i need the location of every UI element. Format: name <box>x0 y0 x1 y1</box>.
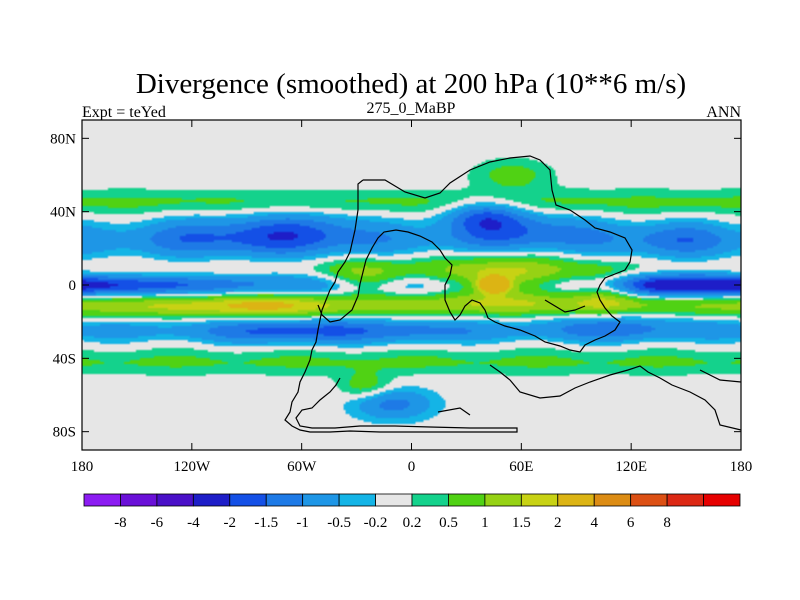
colorbar-label: -4 <box>187 515 200 531</box>
season-label: ANN <box>706 104 741 121</box>
colorbar-swatch <box>338 493 376 507</box>
colorbar-swatch <box>520 493 559 507</box>
latitude-axis: 80N 40N 0 40S 80S <box>50 131 741 441</box>
longitude-tick-label: 120W <box>173 459 211 475</box>
colorbar-swatch <box>375 493 413 507</box>
longitude-axis: 180 120W 60W 0 60E 120E 180 <box>71 120 753 475</box>
colorbar-swatch <box>192 493 231 507</box>
time-label: 275_0_MaBP <box>367 100 456 117</box>
colorbar-label: -0.2 <box>364 515 388 531</box>
divergence-field <box>82 120 741 450</box>
colorbar-swatch <box>666 493 704 507</box>
colorbar-label: 0.2 <box>403 515 422 531</box>
longitude-tick-label: 0 <box>408 459 416 475</box>
colorbar-label: -1.5 <box>254 515 278 531</box>
colorbar-label: -6 <box>151 515 164 531</box>
colorbar-swatch <box>83 493 121 507</box>
colorbar-swatch <box>557 493 595 507</box>
colorbar-swatch <box>411 493 449 507</box>
colorbar-swatch <box>302 493 340 507</box>
colorbar-swatch <box>448 493 486 507</box>
colorbar-label: 6 <box>627 515 635 531</box>
colorbar-label: 2 <box>554 515 562 531</box>
longitude-tick-label: 180 <box>71 459 94 475</box>
colorbar-swatch <box>484 493 522 507</box>
colorbar-label: -2 <box>224 515 237 531</box>
latitude-tick-label: 0 <box>69 278 77 294</box>
colorbar-label: 4 <box>590 515 598 531</box>
map-panel: 180 120W 60W 0 60E 120E 180 80N 40N 0 40S 80S <box>50 119 753 475</box>
colorbar-swatch <box>156 493 194 507</box>
colorbar-swatch <box>593 493 632 507</box>
latitude-tick-label: 80S <box>53 425 76 441</box>
continent-outline <box>284 155 742 433</box>
colorbar-swatch <box>229 493 267 507</box>
colorbar-swatch <box>703 493 741 507</box>
colorbar-label: -1 <box>296 515 309 531</box>
chart-title: Divergence (smoothed) at 200 hPa (10**6 … <box>136 68 686 100</box>
colorbar-label: 1.5 <box>512 515 531 531</box>
colorbar-label: -8 <box>114 515 127 531</box>
colorbar-label: -0.5 <box>327 515 351 531</box>
colorbar: -8 -6 -4 -2 -1.5 -1 -0.5 -0.2 0.2 0.5 1 1.5 2 4 6 8 <box>83 493 741 531</box>
colorbar-label: 1 <box>481 515 489 531</box>
colorbar-label: 0.5 <box>439 515 458 531</box>
latitude-tick-label: 40N <box>50 205 76 221</box>
colorbar-swatch <box>265 493 304 507</box>
colorbar-label: 8 <box>663 515 671 531</box>
colorbar-swatch <box>630 493 668 507</box>
colorbar-swatch <box>120 493 158 507</box>
experiment-label: Expt = teYed <box>82 104 166 121</box>
longitude-tick-label: 120E <box>615 459 647 475</box>
longitude-tick-label: 60E <box>509 459 533 475</box>
longitude-tick-label: 180 <box>730 459 753 475</box>
latitude-tick-label: 40S <box>53 351 76 367</box>
longitude-tick-label: 60W <box>287 459 317 475</box>
latitude-tick-label: 80N <box>50 131 76 147</box>
